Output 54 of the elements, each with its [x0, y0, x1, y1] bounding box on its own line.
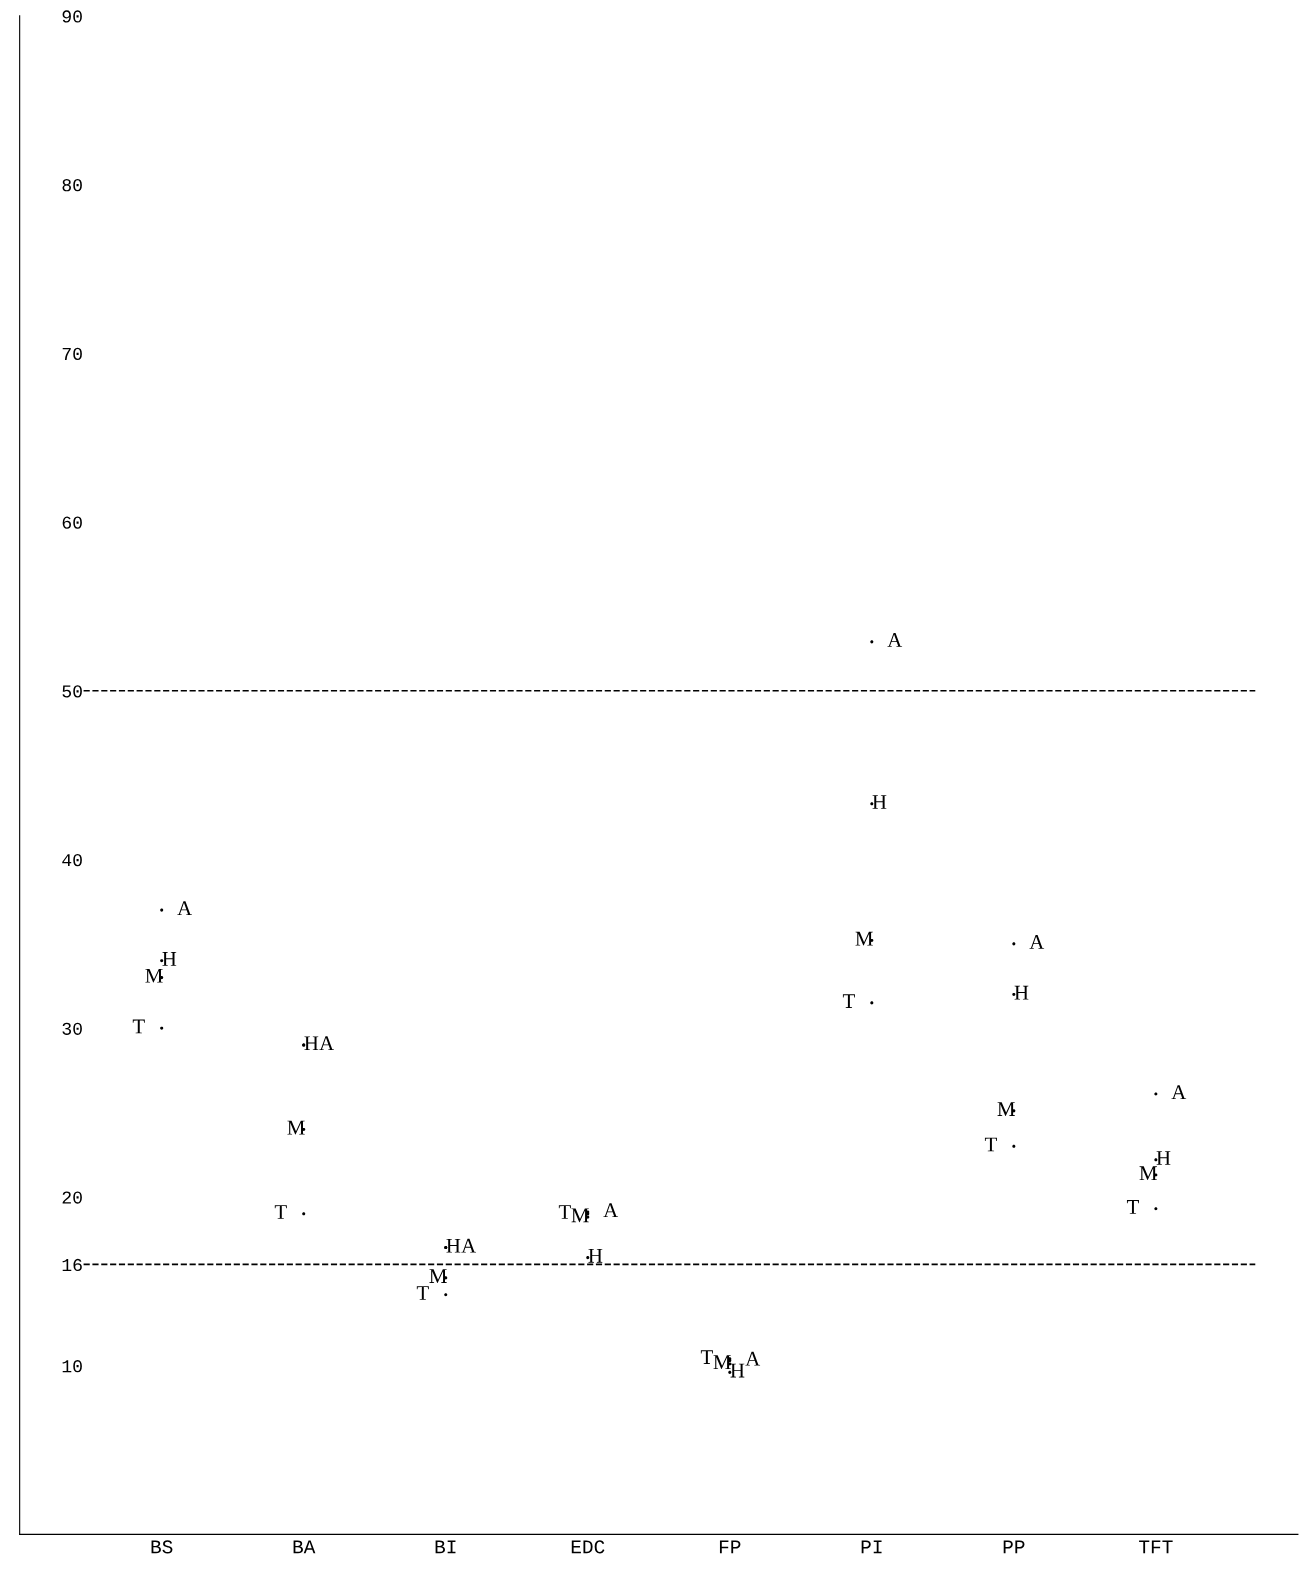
text: M — [571, 1208, 589, 1223]
series-label: T — [274, 1205, 287, 1219]
text: T — [132, 1019, 145, 1034]
text: T — [700, 1350, 713, 1364]
x-tick-label: BI — [435, 1540, 456, 1554]
text: T — [842, 994, 855, 1008]
text: A — [887, 633, 903, 647]
text: H — [162, 952, 177, 966]
series-label: M — [429, 1269, 447, 1283]
y-tick-label: 40 — [62, 853, 82, 867]
text: A — [1029, 935, 1045, 949]
text: H — [588, 1249, 603, 1263]
x-tick-label: PI — [861, 1540, 882, 1554]
text: A — [745, 1351, 761, 1366]
y-tick-label: 30 — [62, 1022, 82, 1035]
text: M — [855, 931, 873, 946]
text: A — [319, 1036, 334, 1051]
y-tick-label: 90 — [62, 10, 82, 23]
series-label: H — [872, 795, 887, 809]
y-tick-label: 60 — [62, 516, 82, 529]
text: A — [1171, 1085, 1187, 1100]
text: T — [984, 1137, 997, 1152]
text: H — [730, 1363, 745, 1378]
point — [302, 1212, 306, 1216]
x-tick-label: PP — [1003, 1540, 1025, 1554]
x-tick-label: TFT — [1139, 1540, 1173, 1554]
y-tick-label: 16 — [62, 1258, 82, 1272]
y-tick-label: 10 — [62, 1360, 82, 1373]
y-tick-label: 80 — [62, 179, 82, 192]
y-tick-label: 70 — [62, 347, 82, 361]
text: M — [1139, 1166, 1157, 1180]
text: H — [1156, 1151, 1171, 1165]
text: T — [1126, 1200, 1139, 1214]
text: M — [145, 968, 163, 983]
point — [444, 1293, 448, 1297]
x-tick-label: BS — [151, 1540, 173, 1554]
text: T — [558, 1205, 571, 1219]
point — [870, 640, 874, 644]
text: H — [1014, 985, 1029, 1000]
x-tick-label: FP — [719, 1540, 741, 1554]
x-tick-label: EDC — [571, 1540, 605, 1554]
point — [1012, 942, 1016, 946]
text: A — [461, 1238, 477, 1253]
text: M — [713, 1355, 731, 1369]
text: M — [997, 1102, 1015, 1116]
series-label: A — [603, 1203, 619, 1218]
text: M — [287, 1120, 305, 1135]
text: A — [177, 901, 192, 916]
y-tick-label: 50 — [62, 685, 82, 698]
y-tick-label: 20 — [62, 1191, 82, 1204]
text: H — [446, 1238, 461, 1253]
text: T — [416, 1286, 429, 1300]
x-tick-label: BA — [293, 1540, 316, 1554]
text: H — [304, 1036, 319, 1051]
